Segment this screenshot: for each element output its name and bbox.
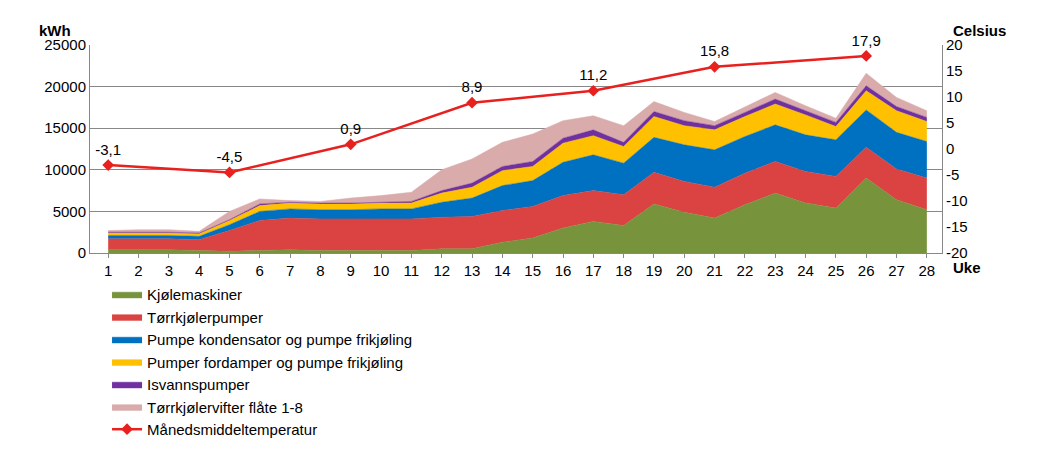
svg-text:Celsius: Celsius <box>953 22 1006 39</box>
svg-text:20: 20 <box>676 262 693 279</box>
svg-text:15,8: 15,8 <box>700 42 729 59</box>
svg-text:10: 10 <box>946 88 963 105</box>
svg-text:Uke: Uke <box>953 259 981 276</box>
svg-text:3: 3 <box>165 262 173 279</box>
svg-text:7: 7 <box>286 262 294 279</box>
svg-text:0,9: 0,9 <box>340 120 361 137</box>
svg-text:13: 13 <box>464 262 481 279</box>
svg-text:1: 1 <box>104 262 112 279</box>
svg-text:Kjølemaskiner: Kjølemaskiner <box>147 286 242 303</box>
svg-text:25000: 25000 <box>44 36 86 53</box>
svg-text:8: 8 <box>316 262 324 279</box>
svg-text:28: 28 <box>918 262 935 279</box>
svg-text:Tørrkjølervifter flåte 1-8: Tørrkjølervifter flåte 1-8 <box>147 399 303 416</box>
svg-text:Isvannspumper: Isvannspumper <box>147 376 250 393</box>
svg-text:18: 18 <box>615 262 632 279</box>
svg-text:0: 0 <box>78 244 86 261</box>
svg-text:17: 17 <box>585 262 602 279</box>
svg-text:8,9: 8,9 <box>462 78 483 95</box>
svg-text:21: 21 <box>706 262 723 279</box>
svg-text:20000: 20000 <box>44 78 86 95</box>
svg-text:5: 5 <box>225 262 233 279</box>
svg-text:5: 5 <box>946 114 954 131</box>
svg-text:12: 12 <box>433 262 450 279</box>
svg-text:10000: 10000 <box>44 161 86 178</box>
svg-text:15: 15 <box>946 62 963 79</box>
svg-text:20: 20 <box>946 36 963 53</box>
svg-text:-20: -20 <box>946 244 968 261</box>
svg-text:Pumper fordamper og pumpe frik: Pumper fordamper og pumpe frikjøling <box>147 354 403 371</box>
svg-text:15: 15 <box>524 262 541 279</box>
svg-text:5000: 5000 <box>53 203 86 220</box>
svg-text:15000: 15000 <box>44 119 86 136</box>
svg-text:25: 25 <box>828 262 845 279</box>
svg-text:11,2: 11,2 <box>579 66 607 83</box>
svg-text:Månedsmiddeltemperatur: Månedsmiddeltemperatur <box>147 421 317 438</box>
svg-text:19: 19 <box>646 262 663 279</box>
svg-text:23: 23 <box>767 262 784 279</box>
svg-text:22: 22 <box>737 262 754 279</box>
svg-text:16: 16 <box>555 262 572 279</box>
svg-text:2: 2 <box>134 262 142 279</box>
svg-text:26: 26 <box>858 262 875 279</box>
svg-text:14: 14 <box>494 262 511 279</box>
svg-text:4: 4 <box>195 262 203 279</box>
svg-text:17,9: 17,9 <box>852 32 881 49</box>
svg-text:6: 6 <box>256 262 264 279</box>
svg-text:0: 0 <box>946 140 954 157</box>
svg-text:10: 10 <box>373 262 390 279</box>
svg-text:-3,1: -3,1 <box>95 141 121 158</box>
svg-text:-4,5: -4,5 <box>217 148 243 165</box>
svg-text:Pumpe kondensator og pumpe fri: Pumpe kondensator og pumpe frikjøling <box>147 331 412 348</box>
svg-text:Tørrkjølerpumper: Tørrkjølerpumper <box>147 309 263 326</box>
svg-text:-10: -10 <box>946 192 968 209</box>
svg-text:24: 24 <box>797 262 814 279</box>
svg-text:-15: -15 <box>946 218 968 235</box>
svg-text:-5: -5 <box>946 166 959 183</box>
svg-text:11: 11 <box>404 262 420 279</box>
svg-text:27: 27 <box>888 262 905 279</box>
svg-text:9: 9 <box>347 262 355 279</box>
svg-text:kWh: kWh <box>39 22 71 39</box>
